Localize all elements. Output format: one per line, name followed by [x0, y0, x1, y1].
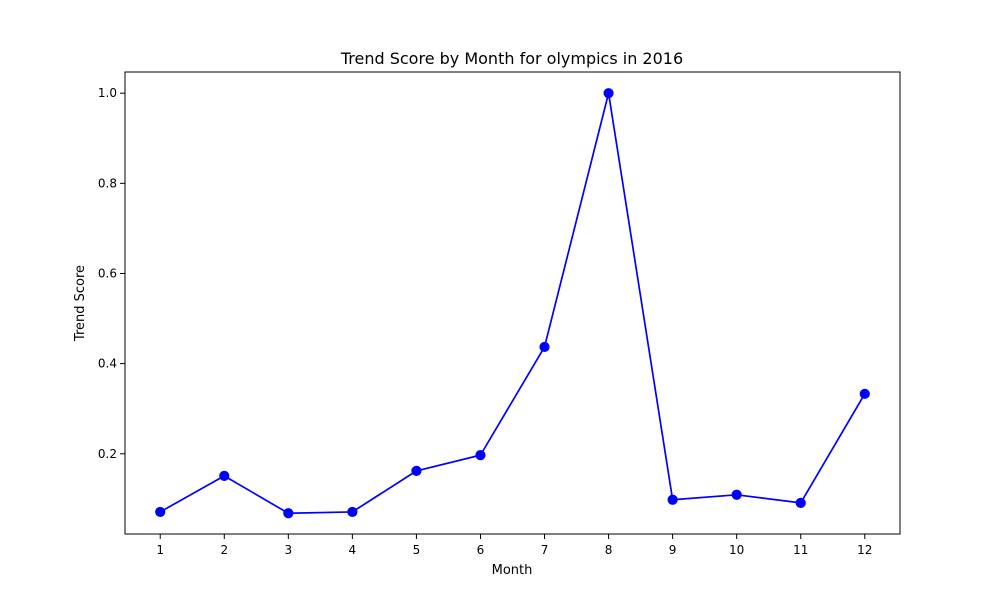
x-tick-label: 2 — [220, 543, 228, 557]
data-point — [219, 470, 230, 481]
data-point — [155, 506, 166, 518]
y-tick-label: 0.8 — [98, 176, 117, 190]
x-tick-label: 6 — [477, 543, 485, 557]
chart-title: Trend Score by Month for olympics in 201… — [340, 49, 683, 68]
data-point — [667, 494, 678, 505]
x-tick-label: 5 — [413, 543, 421, 557]
x-tick-label: 4 — [349, 543, 357, 557]
x-tick-label: 9 — [669, 543, 677, 557]
data-point — [539, 341, 550, 353]
data-point — [411, 465, 422, 476]
x-tick-label: 3 — [285, 543, 293, 557]
series-line — [159, 92, 866, 515]
x-tick-label: 10 — [729, 543, 744, 557]
data-point — [347, 506, 358, 518]
y-axis-label: Trend Score — [73, 265, 88, 342]
plot-frame — [124, 71, 901, 535]
plot-area: 1 2 3 4 5 6 7 8 9 10 11 120.20.40.60.81.0 — [98, 71, 901, 557]
data-point — [283, 508, 294, 519]
data-point — [731, 489, 742, 500]
y-tick-label: 0.2 — [98, 447, 117, 461]
x-tick-label: 1 — [156, 543, 164, 557]
x-tick-label: 12 — [857, 543, 872, 557]
data-point — [795, 497, 806, 508]
x-axis-label: Month — [492, 563, 533, 578]
x-tick-label: 11 — [793, 543, 808, 557]
y-tick-label: 0.4 — [98, 357, 117, 371]
y-tick-label: 0.6 — [98, 266, 117, 280]
x-tick-label: 7 — [541, 543, 549, 557]
y-tick-label: 1.0 — [98, 86, 117, 100]
data-point — [603, 88, 614, 99]
x-tick-label: 8 — [605, 543, 613, 557]
data-point — [859, 388, 870, 399]
data-point — [475, 450, 486, 461]
